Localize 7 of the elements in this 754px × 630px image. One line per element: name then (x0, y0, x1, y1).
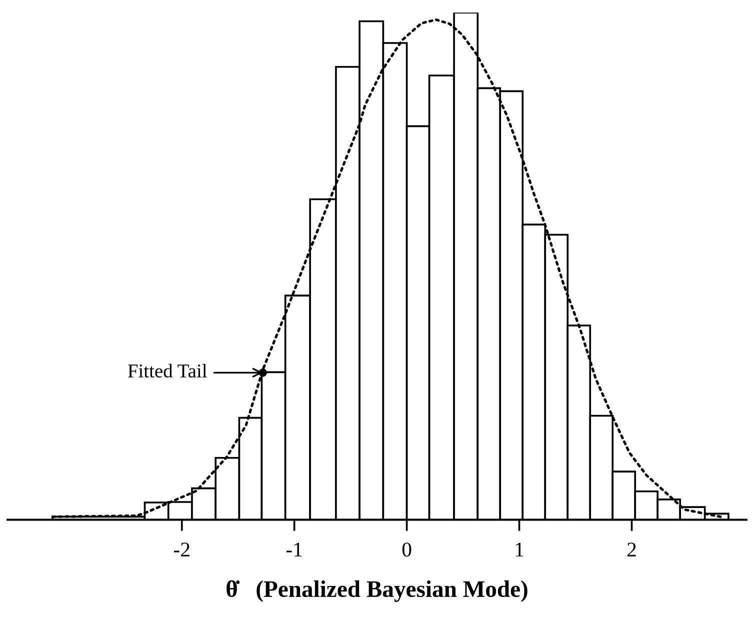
x-tick-label: -1 (286, 542, 302, 556)
x-axis-title: θ̇ (Penalized Bayesian Mode) (226, 580, 528, 602)
x-tick-label: 1 (516, 542, 524, 556)
x-tick-label: 2 (627, 542, 636, 556)
annotation: Fitted Tail (128, 364, 207, 378)
x-tick-label: 0 (402, 542, 412, 557)
x-tick-label: -2 (174, 542, 190, 556)
